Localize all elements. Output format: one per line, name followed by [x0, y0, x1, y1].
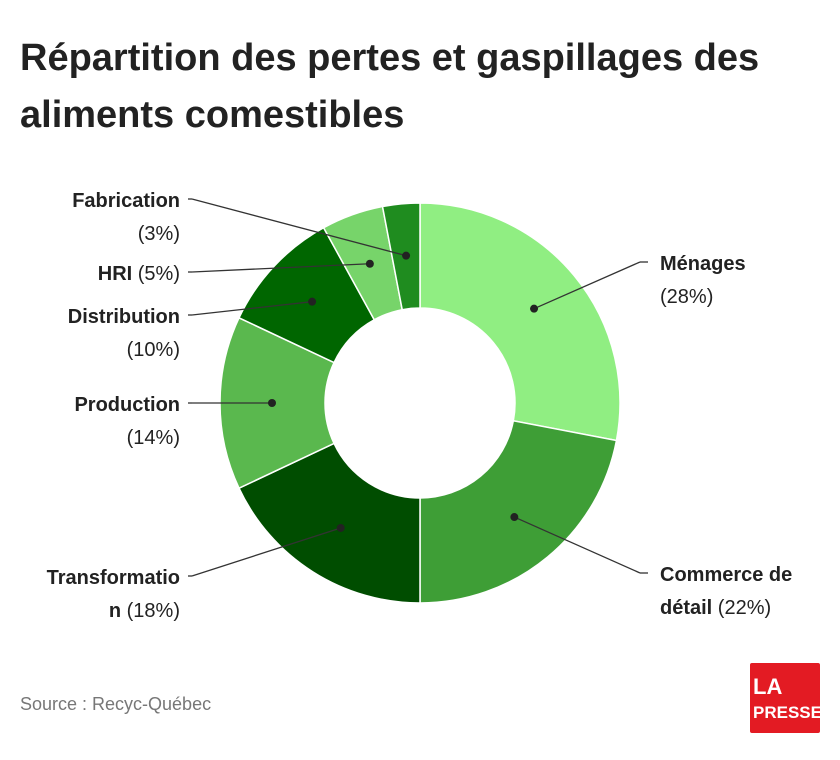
label-menages-line-2: (28%)	[660, 286, 713, 308]
label-production-line-2: (14%)	[127, 427, 180, 449]
label-distribution-line-1: Distribution	[68, 306, 180, 328]
slice-transformation	[238, 442, 421, 604]
slice-name: HRI	[98, 263, 132, 285]
chart-title-line-1: Répartition des pertes et gaspillages de…	[20, 37, 759, 79]
label-transformation-line-2: n (18%)	[109, 600, 180, 622]
label-commerce-dedetail-line-2: détail (22%)	[660, 597, 771, 619]
slice-percent: (18%)	[121, 600, 180, 622]
label-fabrication-line-1: Fabrication	[72, 190, 180, 212]
slice-name: détail	[660, 597, 712, 619]
label-commerce-dedetail-line-1: Commerce de	[660, 564, 792, 586]
leader-dot-production	[268, 399, 276, 407]
leader-dot-menages	[530, 304, 539, 313]
slice-name: Distribution	[68, 306, 180, 328]
slice-name: Ménages	[660, 253, 746, 275]
slice-percent: (10%)	[127, 339, 180, 361]
slice-percent: (5%)	[132, 263, 180, 285]
leader-dot-hri	[365, 259, 374, 268]
chart-title-line-2: aliments comestibles	[20, 94, 404, 136]
leader-dot-commerce-dedetail	[510, 513, 519, 522]
slice-name: Transformatio	[47, 567, 180, 589]
slice-percent: (14%)	[127, 427, 180, 449]
label-hri-line-1: HRI (5%)	[98, 263, 180, 285]
slice-percent: (3%)	[138, 223, 180, 245]
slice-labels: Ménages (28%) Commerce de détail (22%) Trans…	[47, 190, 793, 622]
leader-dot-distribution	[308, 297, 317, 306]
leader-line-fabrication	[191, 198, 407, 257]
slice-fabrication	[381, 202, 421, 311]
la-presse-logo: LA PRESSE	[750, 663, 822, 733]
slice-menages	[419, 202, 621, 442]
leader-dot-transformation	[336, 523, 345, 532]
source-note: Source : Recyc-Québec	[20, 694, 211, 714]
leader-dot-fabrication	[402, 251, 411, 260]
slice-name: Commerce de	[660, 564, 792, 586]
label-production-line-1: Production	[74, 394, 180, 416]
slice-percent: (28%)	[660, 286, 713, 308]
leader-line-commerce-dedetail	[514, 516, 641, 574]
label-distribution-line-2: (10%)	[127, 339, 180, 361]
slice-name: Production	[74, 394, 180, 416]
logo-line-1: LA	[753, 674, 782, 699]
leader-line-hri	[191, 263, 370, 273]
label-fabrication-line-2: (3%)	[138, 223, 180, 245]
label-menages-line-1: Ménages	[660, 253, 746, 275]
label-transformation-line-1: Transformatio	[47, 567, 180, 589]
slice-percent: (22%)	[712, 597, 771, 619]
slice-name: Fabrication	[72, 190, 180, 212]
slice-name: n	[109, 600, 121, 622]
slice-commerce-dedetail	[419, 419, 618, 604]
leader-line-distribution	[191, 301, 313, 316]
leader-lines	[188, 198, 648, 577]
leader-line-transformation	[191, 527, 341, 577]
logo-line-2: PRESSE	[753, 703, 822, 722]
leader-line-menages	[533, 261, 641, 310]
donut-slices	[219, 202, 621, 604]
